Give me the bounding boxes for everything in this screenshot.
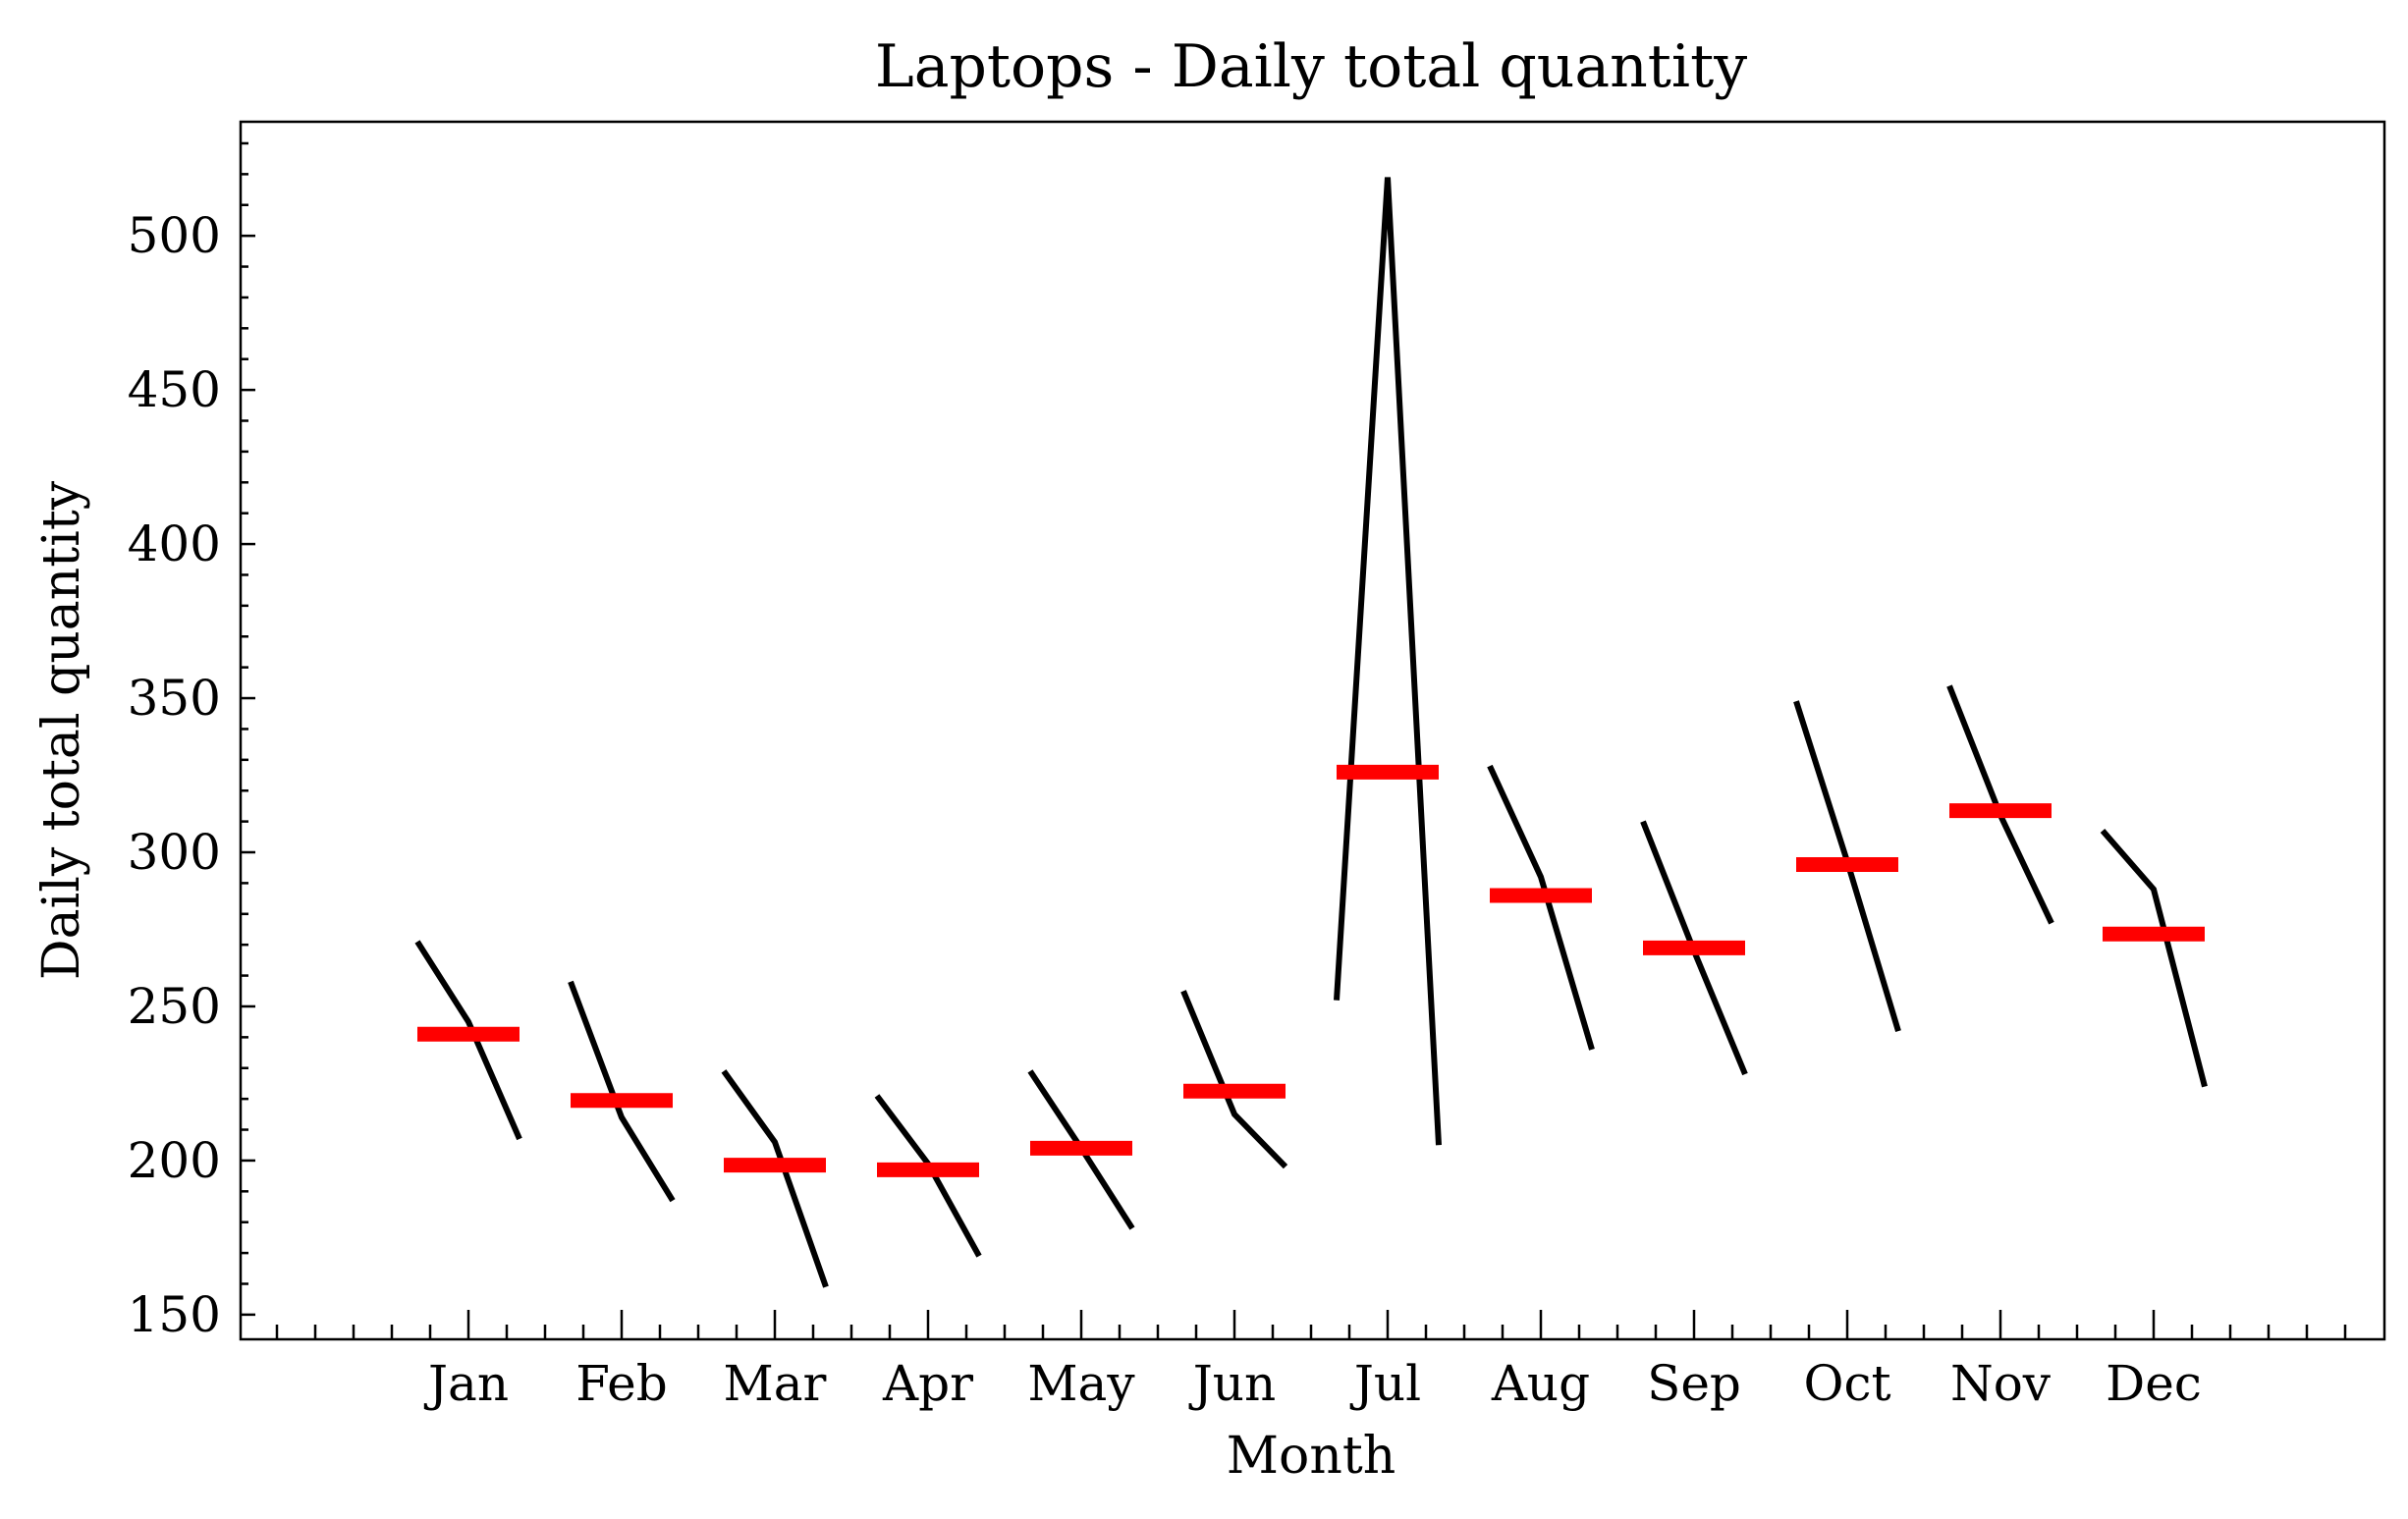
x-tick-label: Jun xyxy=(1188,1355,1276,1412)
x-tick-label: Mar xyxy=(724,1355,827,1412)
subseries-line-feb xyxy=(568,980,676,1203)
x-axis: Jan Feb Mar Apr May Jun Jul Aug Sep Oct Nov Dec xyxy=(275,1310,2347,1412)
y-tick-label: 450 xyxy=(128,361,221,418)
y-tick-label: 200 xyxy=(128,1132,221,1189)
subseries-line-jun xyxy=(1180,990,1288,1169)
subseries-line-dec xyxy=(2100,829,2208,1088)
subseries-line-mar xyxy=(721,1069,829,1288)
x-tick-label: Dec xyxy=(2106,1355,2202,1412)
x-tick-label: May xyxy=(1027,1355,1135,1412)
subseries-line-aug xyxy=(1487,764,1595,1051)
y-tick-label: 350 xyxy=(128,670,221,727)
y-tick-label: 150 xyxy=(128,1286,221,1343)
y-tick-label: 500 xyxy=(128,207,221,264)
chart-title: Laptops - Daily total quantity xyxy=(875,32,1747,101)
plot-frame xyxy=(239,120,2386,1341)
y-axis: 150 200 250 300 350 400 450 500 xyxy=(128,141,255,1343)
x-tick-label: Nov xyxy=(1950,1355,2052,1412)
y-tick-label: 300 xyxy=(128,824,221,881)
x-tick-label: Feb xyxy=(575,1355,668,1412)
month-means xyxy=(417,764,2205,1177)
x-tick-label: Sep xyxy=(1647,1355,1741,1412)
month-subseries xyxy=(414,177,2208,1288)
x-tick-label: Oct xyxy=(1803,1355,1890,1412)
x-tick-label: Aug xyxy=(1491,1355,1590,1412)
subseries-line-jan xyxy=(414,940,522,1141)
y-tick-label: 400 xyxy=(128,515,221,572)
y-tick-label: 250 xyxy=(128,978,221,1035)
x-tick-label: Apr xyxy=(882,1355,973,1412)
x-tick-label: Jul xyxy=(1349,1355,1421,1412)
subseries-line-jul xyxy=(1334,177,1442,1146)
x-tick-label: Jan xyxy=(423,1355,509,1412)
x-axis-label: Month xyxy=(1227,1427,1396,1486)
y-axis-label: Daily total quantity xyxy=(32,480,91,980)
